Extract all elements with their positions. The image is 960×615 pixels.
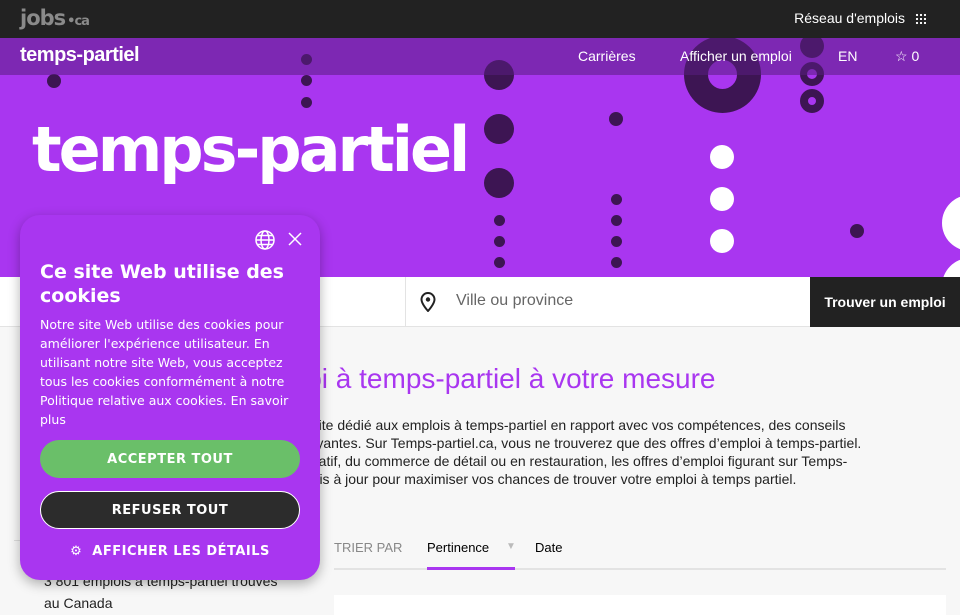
refuse-all-button[interactable]: REFUSER TOUT	[40, 491, 300, 529]
nav-language[interactable]: EN	[838, 48, 858, 64]
apps-grid-icon[interactable]	[915, 13, 926, 24]
sort-relevance-label: Pertinence	[427, 540, 490, 555]
close-icon[interactable]	[288, 232, 302, 246]
intro-title: loi à temps-partiel à votre mesure	[300, 363, 716, 394]
location-placeholder: Ville ou province	[456, 292, 574, 309]
caret-down-icon: ▼	[506, 541, 516, 552]
show-details-button[interactable]: ⚙ AFFICHER LES DÉTAILS	[20, 544, 320, 559]
cookie-body: Notre site Web utilise des cookies pour …	[40, 317, 289, 427]
favorites-count: 0	[911, 48, 920, 64]
sort-label: TRIER PAR	[334, 540, 403, 555]
favorites-link[interactable]: ☆ 0	[895, 48, 919, 65]
brand-logo[interactable]: temps-partiel	[20, 44, 140, 66]
gear-icon: ⚙	[70, 544, 83, 559]
logo-text: jobs	[20, 6, 66, 30]
find-job-button[interactable]: Trouver un emploi	[810, 277, 960, 327]
intro-line: t mis à jour pour maximiser vos chances …	[300, 471, 797, 487]
star-icon: ☆	[895, 48, 908, 64]
intro-line: trayantes. Sur Temps-partiel.ca, vous ne…	[300, 435, 862, 451]
nav-careers[interactable]: Carrières	[578, 48, 636, 64]
location-input[interactable]: Ville ou province	[405, 277, 810, 327]
jobs-ca-logo[interactable]: jobs •ca	[20, 6, 90, 30]
accept-all-button[interactable]: ACCEPTER TOUT	[40, 440, 300, 478]
main-nav: temps-partiel Carrières Afficher un empl…	[0, 38, 960, 75]
language-globe-icon[interactable]	[254, 229, 276, 251]
nav-post-job[interactable]: Afficher un emploi	[680, 48, 792, 64]
network-link[interactable]: Réseau d'emplois	[794, 10, 905, 26]
sort-relevance[interactable]: Pertinence ▼	[427, 540, 516, 570]
show-details-label: AFFICHER LES DÉTAILS	[92, 544, 270, 559]
top-bar: jobs •ca Réseau d'emplois	[0, 0, 960, 38]
intro-line: istratif, du commerce de détail ou en re…	[300, 453, 848, 469]
intro-text: n site dédié aux emplois à temps-partiel…	[300, 416, 940, 488]
hero-title: temps-partiel	[32, 113, 470, 186]
logo-suffix: •ca	[67, 14, 90, 29]
sort-bar: TRIER PAR Pertinence ▼ Date	[334, 528, 946, 570]
cookie-title: Ce site Web utilise des cookies	[40, 261, 284, 307]
location-pin-icon	[420, 292, 436, 312]
cookie-dialog: Ce site Web utilise des cookies Notre si…	[20, 215, 320, 580]
job-card[interactable]	[334, 595, 946, 615]
intro-line: n site dédié aux emplois à temps-partiel…	[300, 417, 846, 433]
sort-date[interactable]: Date	[535, 540, 563, 555]
